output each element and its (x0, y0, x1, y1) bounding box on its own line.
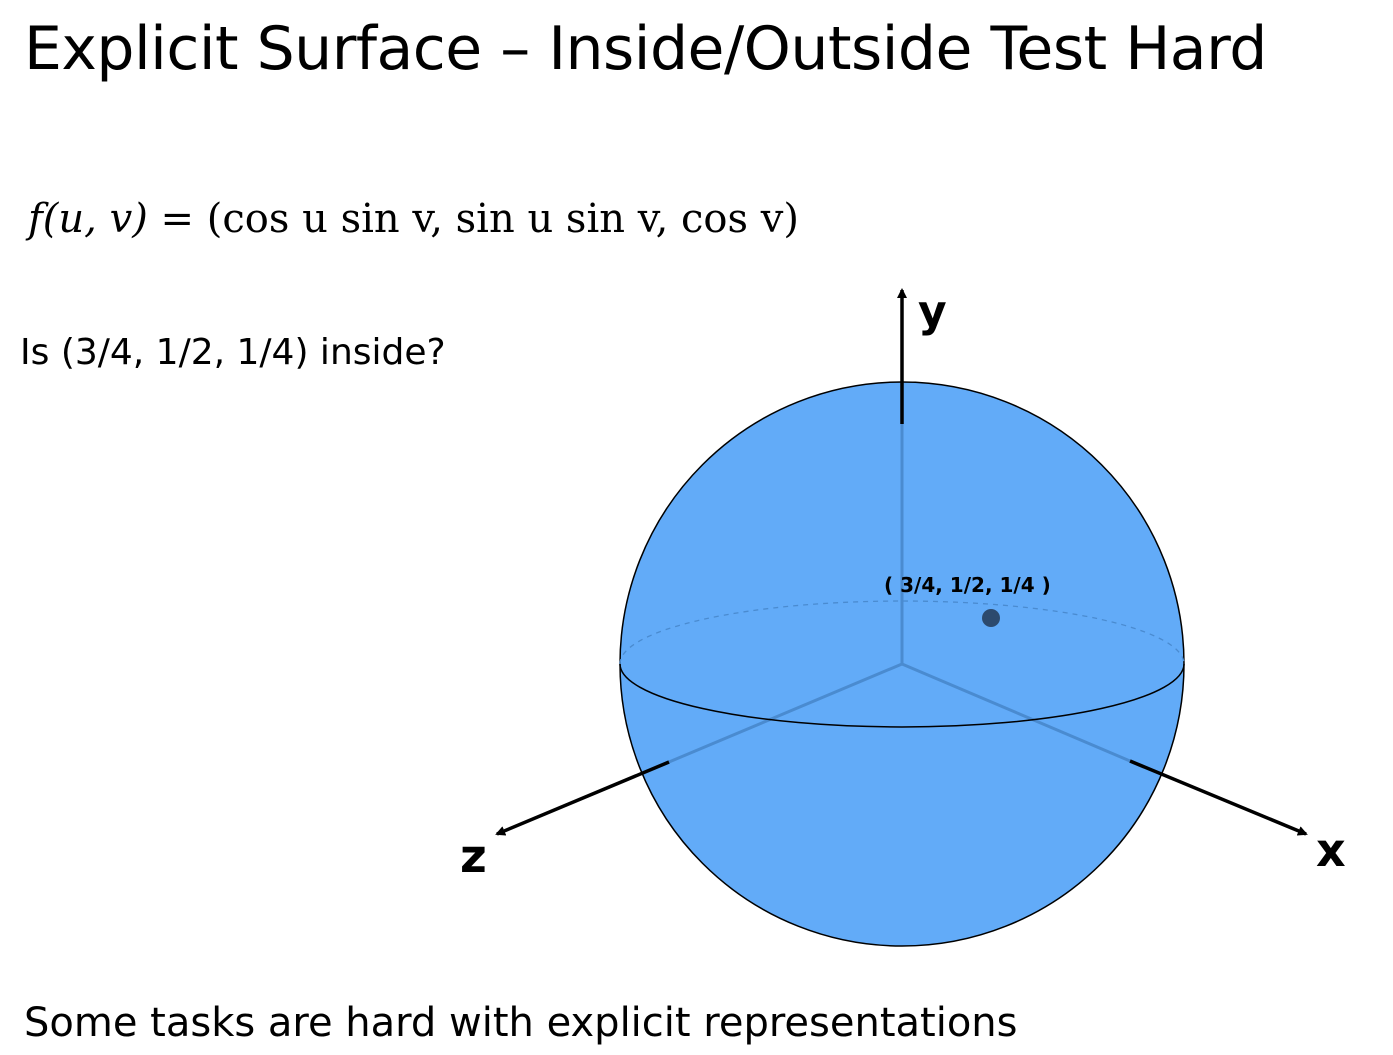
z-axis-hidden (668, 662, 903, 764)
y-axis-label: y (918, 286, 947, 337)
z-axis (495, 760, 670, 836)
equator-back (619, 600, 1185, 665)
x-axis-hidden (901, 662, 1131, 763)
question-text: Is (3/4, 1/2, 1/4) inside? (20, 332, 446, 373)
equator-front (619, 663, 1185, 728)
slide-title: Explicit Surface – Inside/Outside Test H… (24, 14, 1267, 84)
parametric-formula: f(u, v) = (cos u sin v, sin u sin v, cos… (28, 196, 799, 242)
formula-lhs: f(u, v) (28, 196, 148, 242)
query-point-label: ( 3/4, 1/2, 1/4 ) (884, 573, 1051, 597)
x-axis-label: x (1316, 823, 1346, 877)
formula-rhs: (cos u sin v, sin u sin v, cos v) (206, 196, 799, 242)
x-axis (1129, 759, 1308, 836)
z-axis-label: z (460, 829, 487, 883)
footer-text: Some tasks are hard with explicit repres… (24, 1000, 1018, 1046)
query-point (982, 609, 1000, 627)
formula-equals: = (160, 196, 195, 242)
